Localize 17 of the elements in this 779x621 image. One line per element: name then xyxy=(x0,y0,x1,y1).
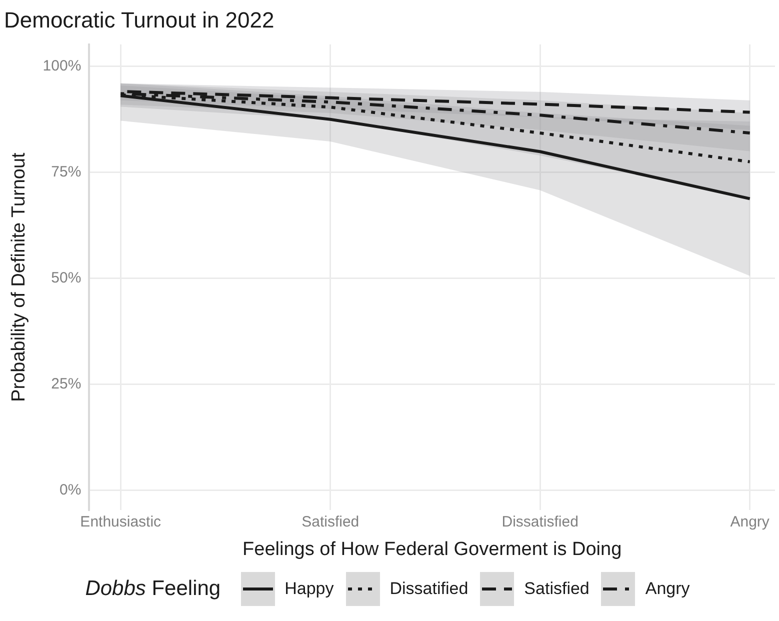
x-tick-label: Enthusiastic xyxy=(80,513,162,530)
y-tick-label: 100% xyxy=(42,58,82,75)
legend-label: Dissatified xyxy=(390,579,468,599)
legend-label: Satisfied xyxy=(524,579,590,599)
y-tick-label: 50% xyxy=(51,270,82,286)
y-tick-label: 0% xyxy=(59,481,82,498)
y-tick-label: 75% xyxy=(51,164,82,181)
y-tick-label: 25% xyxy=(51,375,82,392)
y-axis-title: Probability of Definite Turnout xyxy=(8,152,30,402)
legend-label: Happy xyxy=(284,579,334,599)
legend-title: Dobbs Feeling xyxy=(85,577,221,601)
x-tick-label: Dissatisfied xyxy=(502,513,578,530)
x-tick-label: Satisfied xyxy=(302,513,360,530)
legend-label: Angry xyxy=(645,579,690,599)
x-axis-title: Feelings of How Federal Goverment is Doing xyxy=(242,538,622,560)
x-tick-label: Angry xyxy=(730,513,770,530)
chart-title: Democratic Turnout in 2022 xyxy=(4,7,274,32)
